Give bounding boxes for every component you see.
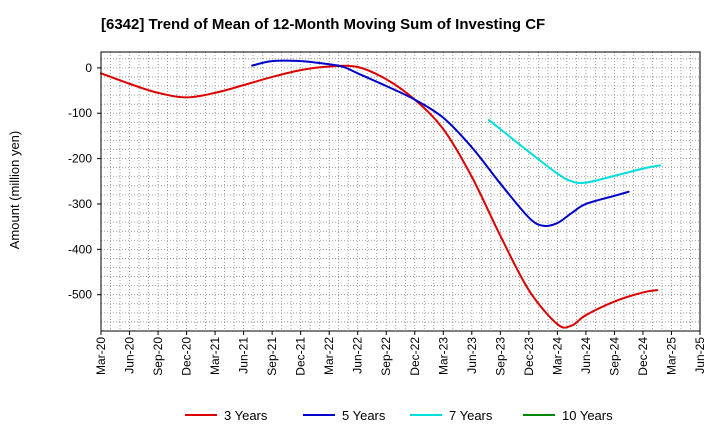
x-tick-label: Sep-21 [265,337,279,376]
series-line-3-years [100,64,659,329]
y-tick-label: -200 [68,152,92,166]
y-axis-label: Amount (million yen) [7,131,22,250]
series-line-7-years [487,119,662,185]
y-tick-label: -400 [68,242,92,256]
x-tick-label: Dec-21 [294,337,308,376]
y-tick-label: -300 [68,197,92,211]
y-tick-label: -100 [68,106,92,120]
x-tick-label: Jun-23 [465,337,479,374]
x-tick-label: Dec-20 [180,337,194,376]
x-tick-label: Mar-24 [550,337,564,375]
axis-ticks: 0 -100 -200 -300 -400 -500 Mar-20 Jun-20 Sep-20 D… [68,61,707,376]
y-tick-label: 0 [85,61,92,75]
x-tick-label: Jun-25 [693,337,707,374]
x-tick-label: Sep-23 [493,337,507,376]
x-tick-label: Jun-22 [351,337,365,374]
x-tick-label: Sep-22 [379,337,393,376]
x-tick-label: Dec-22 [408,337,422,376]
chart-title: [6342] Trend of Mean of 12-Month Moving … [101,16,545,33]
x-tick-label: Jun-21 [237,337,251,374]
x-tick-label: Mar-25 [664,337,678,375]
x-tick-label: Mar-22 [322,337,336,375]
x-tick-label: Mar-23 [436,337,450,375]
y-tick-label: -500 [68,288,92,302]
x-tick-label: Sep-20 [151,337,165,376]
legend-label: 3 Years [224,408,268,423]
legend-label: 5 Years [342,408,386,423]
plot-frame [100,51,701,332]
legend-label: 7 Years [449,408,493,423]
x-tick-label: Mar-20 [94,337,108,375]
legend: 3 Years 5 Years 7 Years 10 Years [185,408,613,423]
x-tick-label: Dec-24 [636,337,650,376]
x-tick-label: Jun-20 [123,337,137,374]
grid [101,52,700,331]
series-line-5-years [251,59,630,228]
series-layer [100,59,662,329]
legend-label: 10 Years [562,408,613,423]
x-tick-label: Jun-24 [579,337,593,374]
x-tick-label: Dec-23 [522,337,536,376]
x-tick-label: Sep-24 [607,337,621,376]
x-tick-label: Mar-21 [208,337,222,375]
